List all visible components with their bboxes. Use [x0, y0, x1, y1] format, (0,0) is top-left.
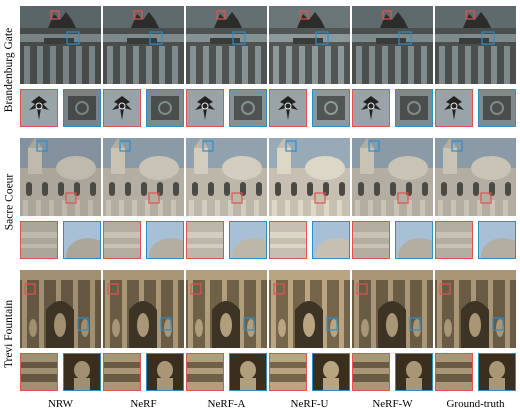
method-label: NeRF-W — [372, 398, 413, 410]
scene-render-image — [269, 138, 350, 216]
scene-render-image — [435, 138, 516, 216]
scene-render-image — [103, 6, 184, 84]
scene-render-image — [186, 6, 267, 84]
method-label: NeRF-A — [207, 398, 246, 410]
scene-render-image — [435, 6, 516, 84]
zoom-inset-blue — [478, 89, 516, 127]
zoom-inset-red — [435, 353, 473, 391]
scene-render-image — [352, 138, 433, 216]
zoom-inset-blue — [312, 221, 350, 259]
scene-render-image — [20, 6, 101, 84]
method-label: NeRF-U — [290, 398, 329, 410]
zoom-inset-blue — [478, 353, 516, 391]
zoom-inset-blue — [395, 89, 433, 127]
zoom-inset-blue — [478, 221, 516, 259]
scene-render-image — [352, 6, 433, 84]
zoom-inset-red — [352, 221, 390, 259]
zoom-inset-red — [435, 221, 473, 259]
zoom-inset-red — [186, 221, 224, 259]
zoom-inset-blue — [395, 353, 433, 391]
scene-render-image — [20, 270, 101, 348]
scene-render-image — [269, 6, 350, 84]
zoom-inset-blue — [63, 353, 101, 391]
zoom-inset-blue — [146, 89, 184, 127]
zoom-inset-blue — [146, 353, 184, 391]
row-label-trevi: Trevi Fountain — [3, 299, 16, 369]
zoom-inset-red — [103, 89, 141, 127]
scene-render-image — [103, 138, 184, 216]
zoom-inset-red — [20, 221, 58, 259]
zoom-inset-blue — [312, 89, 350, 127]
row-label-sacre-coeur: Sacre Coeur — [3, 173, 15, 231]
scene-render-image — [186, 138, 267, 216]
zoom-inset-red — [20, 89, 58, 127]
zoom-inset-red — [352, 353, 390, 391]
scene-render-image — [20, 138, 101, 216]
zoom-inset-red — [435, 89, 473, 127]
zoom-inset-red — [352, 89, 390, 127]
zoom-inset-red — [269, 221, 307, 259]
zoom-inset-blue — [229, 353, 267, 391]
scene-render-image — [103, 270, 184, 348]
zoom-inset-blue — [229, 89, 267, 127]
scene-render-image — [269, 270, 350, 348]
method-label: Ground-truth — [446, 398, 505, 410]
zoom-inset-red — [186, 353, 224, 391]
zoom-inset-red — [186, 89, 224, 127]
zoom-inset-red — [269, 89, 307, 127]
zoom-inset-blue — [63, 89, 101, 127]
zoom-inset-blue — [63, 221, 101, 259]
method-label: NeRF — [130, 398, 157, 410]
zoom-inset-red — [269, 353, 307, 391]
zoom-inset-blue — [229, 221, 267, 259]
zoom-inset-red — [103, 353, 141, 391]
zoom-inset-red — [20, 353, 58, 391]
zoom-inset-blue — [312, 353, 350, 391]
scene-render-image — [435, 270, 516, 348]
zoom-inset-red — [103, 221, 141, 259]
row-label-brandenburg: Brandenburg Gate — [3, 27, 16, 113]
zoom-inset-blue — [146, 221, 184, 259]
method-label: NRW — [47, 398, 74, 410]
scene-render-image — [352, 270, 433, 348]
scene-render-image — [186, 270, 267, 348]
zoom-inset-blue — [395, 221, 433, 259]
